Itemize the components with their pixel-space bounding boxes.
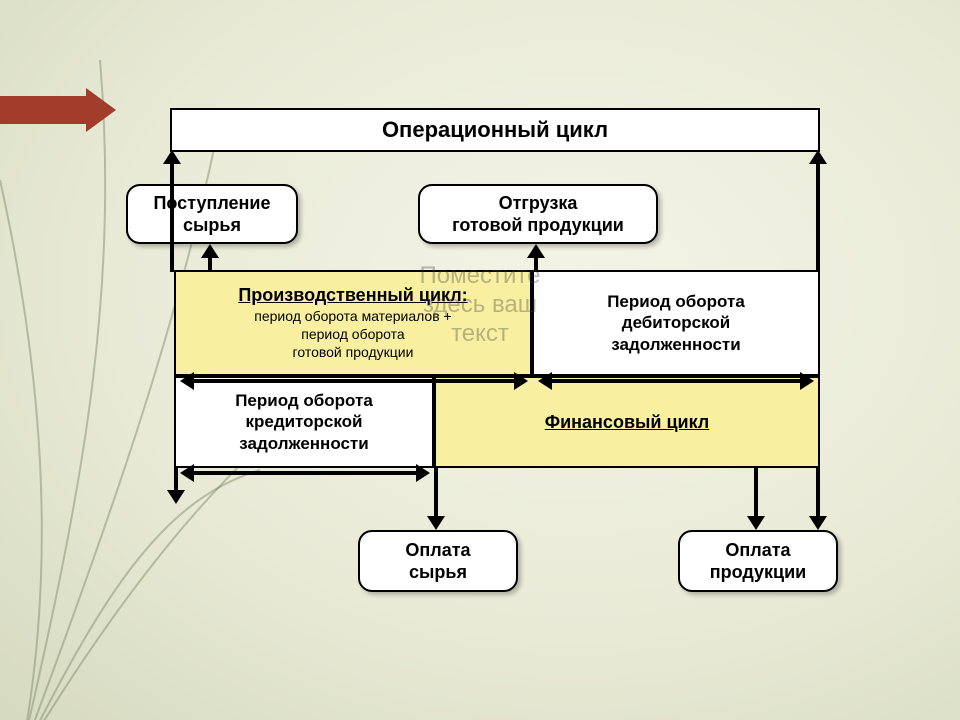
payables-line1: Период оборота	[235, 390, 373, 411]
box-pay-raw: Оплата сырья	[358, 530, 518, 592]
arrow-op-left-up	[163, 150, 181, 272]
box-raw-input: Поступление сырья	[126, 184, 298, 244]
shipment-line2: готовой продукции	[452, 214, 624, 237]
receivables-line1: Период оборота	[607, 291, 745, 312]
arrow-hspan-pay	[180, 464, 430, 482]
production-sub2: период оборота	[301, 325, 404, 343]
slide-stage: Операционный цикл Поступление сырья Отгр…	[0, 0, 960, 720]
arrow-op-right-up	[809, 150, 827, 272]
arrow-fin-right-down	[809, 466, 827, 530]
pay-raw-line1: Оплата	[405, 539, 470, 562]
box-shipment: Отгрузка готовой продукции	[418, 184, 658, 244]
box-receivables: Период оборота дебиторской задолженности	[532, 270, 820, 376]
arrow-payprod-down	[747, 466, 765, 530]
receivables-line2: дебиторской	[622, 312, 730, 333]
arrow-hspan-recv	[538, 372, 814, 390]
arrow-raw-to-prod	[201, 244, 219, 272]
arrow-payraw-down	[427, 466, 445, 530]
pay-product-line2: продукции	[710, 561, 807, 584]
box-pay-product: Оплата продукции	[678, 530, 838, 592]
financial-title: Финансовый цикл	[545, 411, 710, 434]
accent-arrow-icon	[0, 88, 120, 132]
pay-product-line1: Оплата	[725, 539, 790, 562]
box-production-cycle: Производственный цикл: период оборота ма…	[174, 270, 532, 376]
payables-line2: кредиторской	[245, 411, 362, 432]
arrow-hspan-prod	[180, 372, 528, 390]
payables-line3: задолженности	[239, 433, 368, 454]
shipment-line1: Отгрузка	[499, 192, 578, 215]
production-title: Производственный цикл:	[238, 284, 467, 307]
box-operational-cycle: Операционный цикл	[170, 108, 820, 152]
pay-raw-line2: сырья	[409, 561, 467, 584]
arrow-fin-left-down	[167, 466, 185, 504]
receivables-line3: задолженности	[611, 334, 740, 355]
raw-input-line2: сырья	[183, 214, 241, 237]
production-sub3: готовой продукции	[293, 343, 414, 361]
arrow-ship-to-recv	[527, 244, 545, 272]
production-sub1: период оборота материалов +	[254, 307, 451, 325]
operational-title: Операционный цикл	[382, 117, 608, 143]
